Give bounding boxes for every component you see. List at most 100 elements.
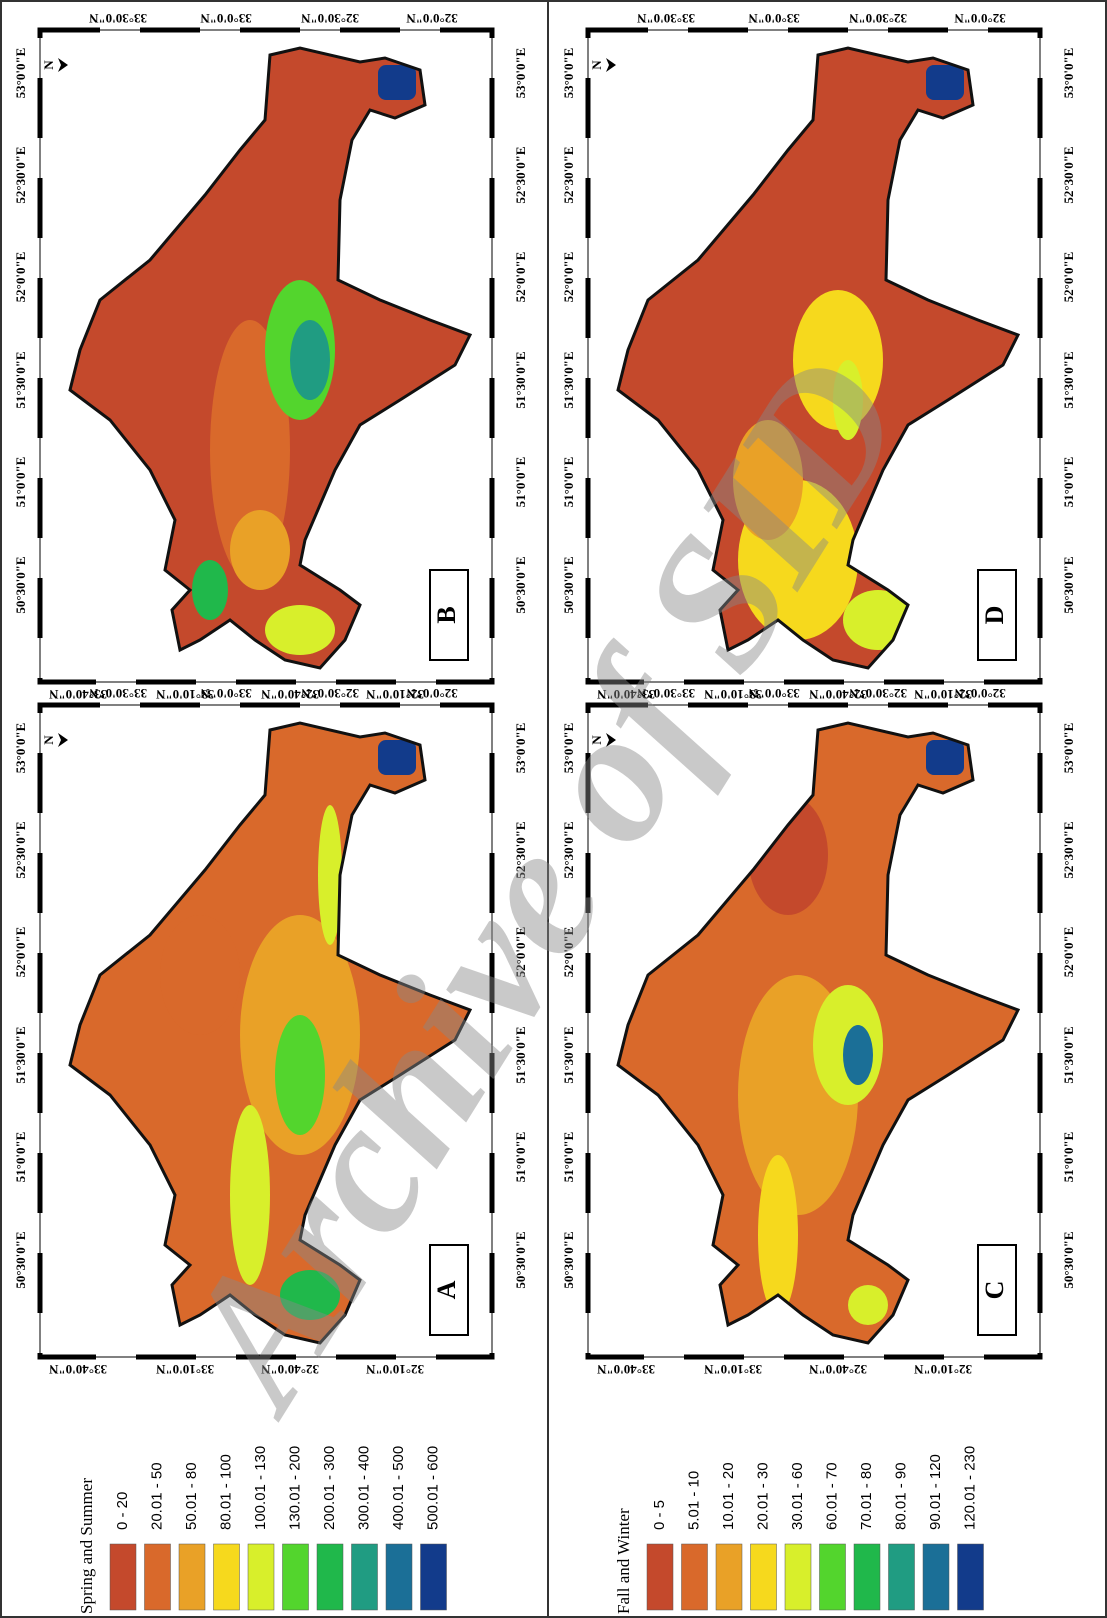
legend-title: Fall and Winter	[614, 1508, 633, 1614]
legend-swatch	[109, 1543, 137, 1611]
longitude-label: 50°30'0"E	[561, 1231, 576, 1288]
longitude-label: 53°0'0"E	[513, 48, 528, 99]
latitude-label: 32°10'0"N	[365, 687, 424, 702]
legend-swatch	[715, 1543, 743, 1611]
panel-label: B	[432, 606, 461, 623]
longitude-label: 50°30'0"E	[513, 556, 528, 613]
latitude-label: 32°40'0"N	[808, 1362, 867, 1377]
longitude-label: 51°30'0"E	[513, 351, 528, 408]
land-class-patch	[280, 1270, 340, 1320]
latitude-label: 32°30'0"N	[300, 686, 359, 701]
longitude-label: 52°0'0"E	[1061, 252, 1076, 303]
latitude-label: 32°30'0"N	[848, 11, 907, 26]
longitude-label: 50°30'0"E	[1061, 556, 1076, 613]
lake	[926, 740, 964, 775]
legend-swatch	[922, 1543, 950, 1611]
legend: Spring and Summer 0 - 20 20.01 - 50 50.01 -…	[77, 1446, 447, 1614]
legend-swatch	[178, 1543, 206, 1611]
region-detail	[192, 65, 416, 655]
legend-label: 30.01 - 60	[789, 1462, 806, 1530]
legend-label: 90.01 - 120	[927, 1454, 944, 1530]
land-class-patch	[290, 320, 330, 400]
panel-label-box	[977, 569, 1017, 661]
lake	[378, 65, 416, 100]
longitude-label: 51°30'0"E	[513, 1026, 528, 1083]
longitude-label: 51°0'0"E	[561, 1132, 576, 1183]
longitude-label: 51°0'0"E	[13, 457, 28, 508]
latitude-label: 33°40'0"N	[596, 1362, 655, 1377]
legend-label: 20.01 - 30	[754, 1462, 771, 1530]
north-label: N	[41, 735, 56, 745]
legend-swatch	[819, 1543, 846, 1611]
latitude-label: 32°40'0"N	[808, 687, 867, 702]
region-detail	[160, 740, 416, 1320]
land-class-patch	[843, 1025, 873, 1085]
legend-label: 0 - 20	[114, 1492, 131, 1530]
map-frame-inner	[39, 704, 493, 1358]
legend-swatch	[888, 1543, 915, 1611]
north-arrow	[58, 58, 68, 72]
legend-label: 80.01 - 100	[217, 1454, 234, 1530]
map-frame-inner	[587, 704, 1041, 1358]
north-arrow	[58, 733, 68, 747]
longitude-label: 51°0'0"E	[513, 1132, 528, 1183]
legend-swatch	[247, 1543, 275, 1611]
longitude-label: 52°30'0"E	[561, 146, 576, 203]
panel-label: A	[432, 1280, 461, 1299]
legend-swatch	[282, 1543, 309, 1611]
latitude-label: 33°30'0"N	[88, 11, 147, 26]
legend-swatch	[681, 1543, 708, 1611]
latitude-label: 33°40'0"N	[48, 687, 107, 702]
legend-label: 20.01 - 50	[148, 1462, 165, 1530]
legend-label: 0 - 5	[651, 1500, 668, 1530]
north-arrow	[606, 58, 616, 72]
panels: N A 50°30'0"E 50°30'0"E 51°0'0"E 51°0'0"E 51°3…	[13, 11, 1076, 1614]
panel-label: C	[980, 1281, 1009, 1300]
legend-label: 70.01 - 80	[858, 1462, 875, 1530]
latitude-label: 33°30'0"N	[88, 686, 147, 701]
longitude-label: 52°0'0"E	[13, 927, 28, 978]
longitude-label: 51°30'0"E	[13, 1026, 28, 1083]
latitude-label: 32°10'0"N	[913, 1362, 972, 1377]
longitude-label: 51°0'0"E	[13, 1132, 28, 1183]
legend-swatch	[750, 1543, 777, 1611]
legend-title: Spring and Summer	[77, 1478, 96, 1614]
land-class-patch	[318, 805, 342, 945]
legend-label: 130.01 - 200	[286, 1446, 303, 1530]
legend: Fall and Winter 0 - 5 5.01 - 10 10.01 - 20 2…	[614, 1446, 984, 1614]
latitude-label: 33°10'0"N	[703, 687, 762, 702]
longitude-label: 52°0'0"E	[561, 252, 576, 303]
map-panel: N D 50°30'0"E 50°30'0"E 51°0'0"E 51°0'0"E 51°3…	[561, 11, 1076, 702]
latitude-label: 32°10'0"N	[365, 1362, 424, 1377]
latitude-label: 32°40'0"N	[260, 687, 319, 702]
longitude-label: 53°0'0"E	[1061, 723, 1076, 774]
longitude-label: 53°0'0"E	[1061, 48, 1076, 99]
land-class-patch	[748, 795, 828, 915]
land-class-patch	[833, 360, 863, 440]
longitude-label: 53°0'0"E	[13, 723, 28, 774]
panel-label-box	[429, 1244, 469, 1336]
legend-label: 120.01 - 230	[961, 1446, 978, 1530]
longitude-label: 50°30'0"E	[13, 556, 28, 613]
panel-label: D	[980, 606, 1009, 625]
north-label: N	[589, 60, 604, 70]
latitude-label: 32°10'0"N	[913, 687, 972, 702]
map-panel: N C 50°30'0"E 50°30'0"E 51°0'0"E 51°0'0"E 51°3…	[561, 686, 1076, 1377]
legend-label: 60.01 - 70	[823, 1462, 840, 1530]
latitude-label: 33°40'0"N	[596, 687, 655, 702]
longitude-label: 50°30'0"E	[13, 1231, 28, 1288]
latitude-label: 33°10'0"N	[703, 1362, 762, 1377]
legend-label: 200.01 - 300	[321, 1446, 338, 1530]
latitude-label: 32°0'0"N	[954, 11, 1006, 26]
latitude-label: 32°0'0"N	[954, 686, 1006, 701]
land-class-patch	[275, 1015, 325, 1135]
longitude-label: 52°30'0"E	[561, 821, 576, 878]
longitude-label: 53°0'0"E	[13, 48, 28, 99]
region-detail	[738, 740, 964, 1325]
legend-label: 80.01 - 90	[892, 1462, 909, 1530]
latitude-label: 32°30'0"N	[848, 686, 907, 701]
longitude-label: 51°30'0"E	[561, 1026, 576, 1083]
map-frame-inner	[39, 29, 493, 683]
latitude-label: 33°30'0"N	[636, 686, 695, 701]
